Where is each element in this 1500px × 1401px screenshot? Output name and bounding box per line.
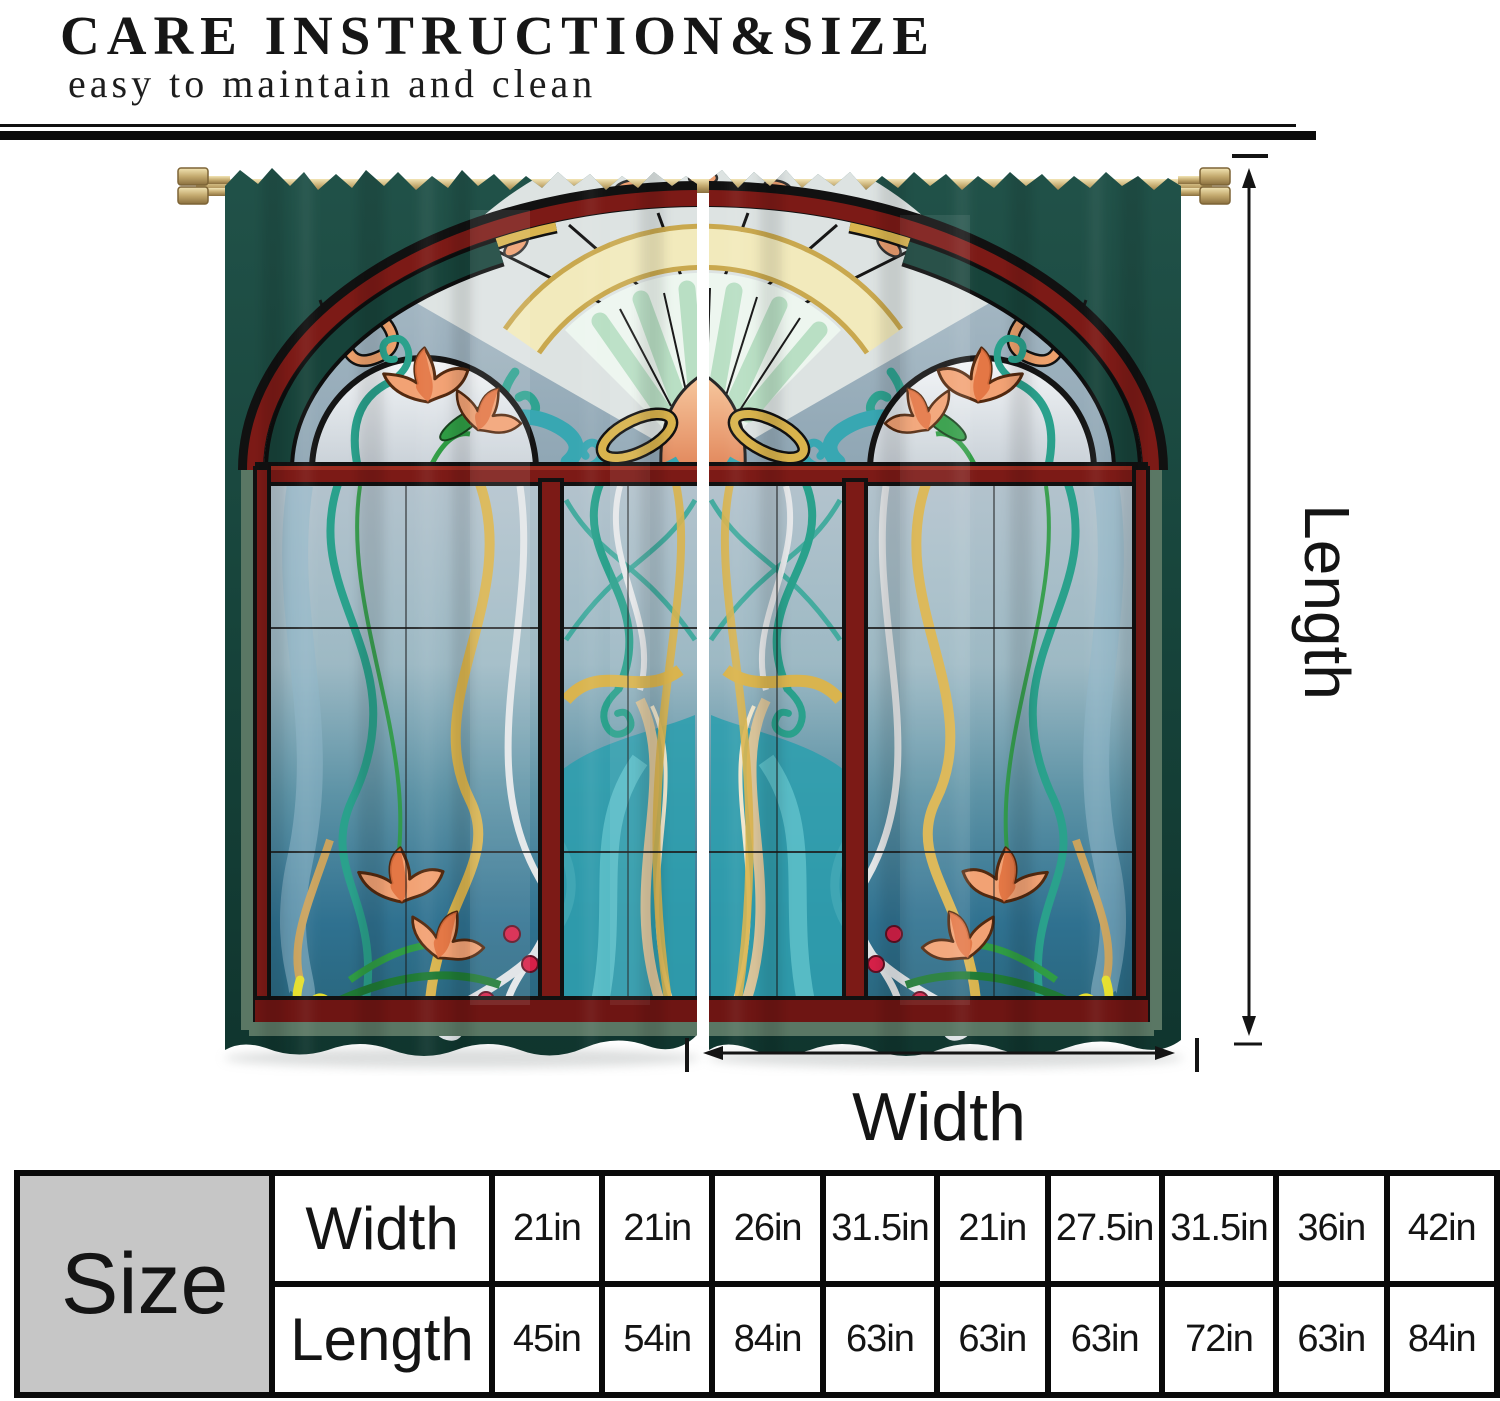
length-value-cell: 54in	[599, 1281, 716, 1398]
size-table-corner: Size	[13, 1170, 276, 1398]
divider-line-thin	[0, 124, 1296, 127]
size-table-row-width: Size Width 21in 21in 26in 31.5in 21in 27…	[13, 1170, 1500, 1398]
size-table-width-header: Width	[269, 1170, 495, 1287]
size-table-row-length: Length 45in 54in 84in 63in 63in 63in 72i…	[17, 1281, 1500, 1398]
width-value-cell: 27.5in	[1044, 1170, 1165, 1287]
curtain-panel-left	[225, 168, 697, 1056]
size-table-length-header: Length	[269, 1281, 495, 1398]
width-value-cell: 26in	[709, 1170, 826, 1287]
length-value-cell: 63in	[819, 1281, 941, 1398]
width-value-cell: 21in	[934, 1170, 1051, 1287]
page-subtitle: easy to maintain and clean	[68, 61, 597, 106]
length-value-cell: 72in	[1158, 1281, 1280, 1398]
length-value-cell: 45in	[488, 1281, 606, 1398]
width-label: Width	[852, 1079, 1026, 1155]
width-value-cell: 31.5in	[819, 1170, 941, 1287]
width-value-cell: 42in	[1383, 1170, 1500, 1287]
length-value-cell: 63in	[1044, 1281, 1165, 1398]
length-value-cell: 84in	[709, 1281, 826, 1398]
rod-finial-left	[177, 167, 230, 205]
width-value-cell: 21in	[599, 1170, 716, 1287]
length-value-cell: 63in	[1273, 1281, 1390, 1398]
length-value-cell: 63in	[934, 1281, 1051, 1398]
divider-line-thick	[0, 131, 1316, 140]
width-value-cell: 36in	[1273, 1170, 1390, 1287]
page-title: CARE INSTRUCTION&SIZE	[60, 5, 936, 66]
length-value-cell: 84in	[1383, 1281, 1500, 1398]
curtain-panel-right	[709, 170, 1181, 1056]
width-value-cell: 21in	[488, 1170, 606, 1287]
rod-finial-right	[1178, 167, 1231, 205]
size-table: Size Width 21in 21in 26in 31.5in 21in 27…	[13, 1170, 1500, 1398]
width-value-cell: 31.5in	[1158, 1170, 1280, 1287]
length-arrow	[1232, 154, 1268, 1046]
length-label: Length	[1291, 504, 1363, 700]
curtain-product-image: Length Width	[177, 154, 1363, 1155]
width-arrow	[685, 1038, 1199, 1072]
